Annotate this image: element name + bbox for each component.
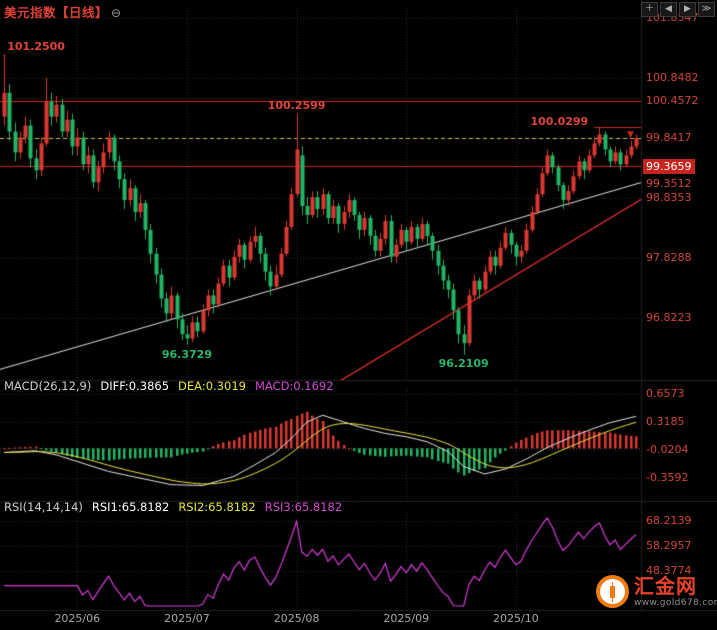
- price-annotation: 100.0299: [530, 114, 589, 128]
- price-tick-label: 99.8417: [646, 131, 692, 144]
- macd-tick-label: 0.3185: [646, 415, 685, 428]
- watermark: 汇金网 www.gold678.com: [596, 575, 717, 608]
- rsi-tick-label: 48.3774: [646, 564, 692, 577]
- rsi-tick-label: 58.2957: [646, 539, 692, 552]
- price-tick-label: 100.8482: [646, 71, 699, 84]
- rsi-label-row: RSI(14,14,14) RSI1:65.8182 RSI2:65.8182 RSI…: [4, 500, 351, 514]
- chart-toolbar: ＋ ◀ ▶ ≫: [641, 2, 715, 17]
- price-line-label: 100.4572: [646, 94, 699, 108]
- rsi-params-label: RSI(14,14,14): [4, 500, 83, 514]
- price-tick-label: 96.8223: [646, 310, 692, 324]
- page-right-button[interactable]: ▶: [679, 2, 696, 17]
- date-axis-label: 2025/09: [383, 612, 430, 625]
- macd-macd-value: MACD:0.1692: [254, 379, 334, 393]
- rsi3-value: RSI3:65.8182: [264, 500, 343, 514]
- macd-tick-label: -0.0204: [646, 443, 689, 456]
- price-annotation: 96.3729: [161, 347, 212, 361]
- watermark-site-name: 汇金网: [634, 573, 697, 598]
- price-line-handle-icon[interactable]: ▼: [627, 130, 634, 140]
- macd-diff-value: DIFF:0.3865: [100, 379, 170, 393]
- macd-params-label: MACD(26,12,9): [4, 379, 92, 393]
- page-left-button[interactable]: ◀: [660, 2, 677, 17]
- collapse-icon[interactable]: ⊖: [111, 6, 122, 20]
- rsi-tick-label: 68.2139: [646, 514, 692, 527]
- macd-tick-label: 0.6573: [646, 387, 685, 400]
- macd-label-row: MACD(26,12,9) DIFF:0.3865 DEA:0.3019 MACD:0…: [4, 379, 343, 393]
- last-price-label[interactable]: 99.3659: [643, 159, 695, 174]
- rsi1-value: RSI1:65.8182: [91, 500, 170, 514]
- rsi2-value: RSI2:65.8182: [178, 500, 256, 514]
- date-axis-label: 2025/08: [273, 612, 320, 625]
- date-axis-label: 2025/10: [493, 612, 539, 625]
- price-annotation: 100.2599: [267, 99, 326, 113]
- price-annotation: 96.2109: [438, 357, 489, 371]
- price-annotation: 101.2500: [7, 40, 65, 54]
- price-tick-label: 97.8288: [646, 250, 692, 264]
- watermark-site-url: www.gold678.com: [634, 597, 717, 608]
- date-axis-label: 2025/07: [164, 612, 210, 625]
- macd-dea-value: DEA:0.3019: [178, 379, 246, 393]
- chart-header: 美元指数【日线】 ⊖: [4, 2, 121, 21]
- gold678-logo-icon: [596, 575, 629, 608]
- price-line-label: 99.3512: [646, 177, 692, 191]
- zoom-in-button[interactable]: ＋: [641, 2, 658, 17]
- macd-tick-label: -0.3592: [646, 471, 689, 484]
- price-tick-label: 98.8353: [646, 190, 692, 204]
- chart-title: 美元指数【日线】: [4, 5, 109, 20]
- fast-forward-button[interactable]: ≫: [698, 2, 715, 17]
- date-axis-label: 2025/06: [54, 612, 101, 625]
